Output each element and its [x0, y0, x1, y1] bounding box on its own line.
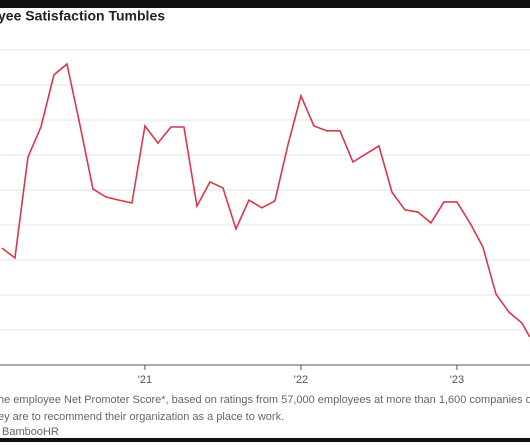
bottom-bar	[0, 438, 530, 442]
source: BambooHR	[2, 426, 59, 438]
chart-title: yee Satisfaction Tumbles	[0, 8, 165, 24]
x-tick-label: '22	[294, 374, 308, 386]
top-bar	[0, 0, 530, 8]
note: ey are to recommend their organization a…	[0, 411, 284, 423]
note: he employee Net Promoter Score*, based o…	[0, 394, 530, 406]
x-tick-label: '23	[450, 374, 464, 386]
line	[1, 62, 530, 338]
x-tick-label: '21	[138, 374, 152, 386]
